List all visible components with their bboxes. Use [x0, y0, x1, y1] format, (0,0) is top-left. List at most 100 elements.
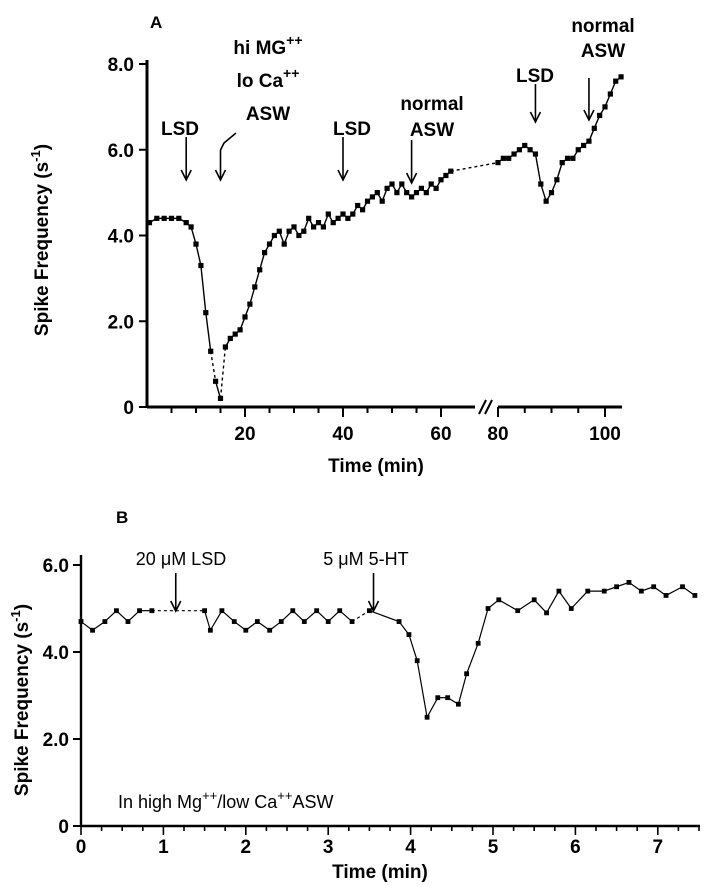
panel-b-chart: B Spike Frequency (s-1) Time (min) In hi… — [8, 508, 700, 883]
panel-b-y-tick-label: 0 — [58, 817, 69, 838]
panel-b-condition-note: In high Mg++/low Ca++ASW — [118, 788, 333, 812]
panel-a-series-segment — [540, 183, 547, 202]
panel-a-data-point — [168, 215, 175, 221]
panel-a-series-segment — [200, 265, 207, 313]
panel-a-series-segment — [210, 351, 217, 382]
panel-b-data-point — [325, 619, 331, 624]
panel-a-data-point — [217, 395, 224, 402]
panel-b-series-segment — [477, 608, 489, 644]
panel-a-data-point — [345, 215, 351, 221]
panel-a-data-point — [257, 267, 263, 273]
panel-b-data-point — [614, 584, 619, 590]
panel-a-data-point — [399, 181, 405, 187]
panel-a-annotation-hi-mg: ASW — [246, 104, 290, 125]
panel-a-annotation-lsd-3: LSD — [516, 66, 554, 87]
panel-a-data-point — [183, 220, 189, 226]
panel-b-y-tick-label: 2.0 — [43, 730, 69, 751]
panel-a-data-point — [581, 142, 587, 149]
panel-a-data-point — [146, 220, 153, 226]
panel-a-series-segment — [450, 161, 499, 172]
panel-a-data-point — [423, 190, 429, 196]
panel-a-data-point — [586, 138, 592, 144]
panel-a-data-point — [379, 198, 385, 204]
panel-b-x-tick-label: 1 — [158, 837, 169, 858]
panel-a-y-tick-label: 2.0 — [108, 312, 134, 333]
panel-b-series-segment — [517, 599, 535, 612]
panel-b-data-point — [243, 627, 249, 633]
panel-b-data-point — [651, 584, 657, 590]
panel-a-annotation-normal-asw-1: ASW — [410, 120, 454, 141]
panel-a-data-point — [222, 344, 228, 350]
panel-a-series-segment — [259, 252, 266, 270]
panel-b-series-segment — [204, 610, 211, 631]
panel-b-data-point — [424, 714, 430, 720]
panel-a-data-point — [262, 250, 268, 256]
panel-b-y-axis-title: Spike Frequency (s-1) — [8, 604, 33, 796]
panel-a-data-point — [188, 224, 194, 230]
panel-a-axis-break-mark — [484, 399, 493, 415]
panel-b-data-point — [585, 588, 591, 594]
panel-b-data-point — [692, 593, 698, 598]
panel-a-annotation-lsd-2: LSD — [333, 119, 371, 140]
panel-a-data-point — [203, 310, 209, 316]
panel-b-series-segment — [546, 590, 560, 614]
panel-a-data-point — [495, 160, 501, 166]
panel-b-data-point — [445, 695, 451, 701]
panel-b-data-point — [515, 608, 521, 614]
panel-a-data-point — [242, 314, 248, 320]
panel-a-series-segment — [534, 153, 542, 185]
panel-a-arrow-lsd-3-head — [529, 111, 542, 124]
panel-a-data-point — [340, 211, 346, 217]
panel-a-data-point — [389, 181, 395, 187]
panel-a-arrow-hi-mg-head — [214, 169, 227, 182]
panel-b-data-point — [414, 658, 420, 664]
panel-a-data-point — [364, 198, 371, 204]
panel-a-data-point — [409, 194, 415, 200]
panel-a-arrow-lsd-1-head — [180, 169, 192, 182]
panel-b-data-point — [219, 608, 225, 614]
panel-b-series-segment — [351, 610, 370, 623]
panel-a-data-point — [532, 151, 539, 157]
panel-b-data-point — [367, 608, 372, 614]
panel-b-x-tick-label: 4 — [405, 837, 416, 858]
panel-a-series-segment — [214, 381, 222, 399]
panel-a-data-point — [208, 348, 214, 354]
panel-b-x-tick-label: 6 — [570, 837, 581, 858]
panel-a-data-point — [360, 207, 366, 213]
panel-b-y-tick-label: 4.0 — [43, 643, 69, 664]
panel-b-data-point — [202, 608, 207, 614]
panel-a-data-point — [296, 232, 302, 239]
panel-b-series-segment — [408, 634, 418, 661]
panel-a-data-point — [554, 177, 560, 183]
panel-a-series-segment — [195, 243, 202, 266]
panel-b-data-point — [496, 597, 502, 603]
panel-a-data-point — [335, 215, 341, 221]
panel-b-series-segment — [457, 673, 468, 705]
panel-a-series-segment — [205, 312, 212, 352]
panel-a-data-point — [548, 190, 555, 196]
panel-a-arrow-normal-asw-1-head — [405, 172, 418, 185]
panel-a-x-axis-title: Time (min) — [328, 456, 424, 477]
panel-b-data-point — [149, 608, 155, 614]
panel-b-data-point — [231, 619, 237, 624]
panel-b-data-point — [626, 580, 632, 585]
panel-a-series-segment — [249, 286, 256, 305]
panel-a-x-tick-label: 40 — [332, 424, 353, 445]
panel-a-data-point — [618, 74, 624, 80]
panel-b-series-segment — [665, 586, 683, 596]
panel-a-data-point — [394, 190, 400, 196]
panel-b-arrow-1-head — [170, 600, 182, 613]
panel-a-data-point — [369, 194, 375, 200]
panel-a-y-axis-title: Spike Frequency (s-1) — [28, 144, 53, 336]
panel-a-data-point — [413, 190, 420, 196]
panel-a-data-point — [575, 147, 581, 153]
panel-b-x-tick-label: 0 — [76, 837, 87, 858]
panel-b-series-segment — [466, 643, 479, 674]
panel-a-x-tick-label: 20 — [234, 424, 255, 445]
panel-b-arrow-2-head — [367, 600, 380, 613]
panel-b-data-point — [556, 588, 562, 594]
panel-a-x-tick-label: 100 — [589, 424, 621, 445]
panel-a-series-segment — [190, 226, 197, 245]
panel-a-data-point — [176, 215, 182, 221]
